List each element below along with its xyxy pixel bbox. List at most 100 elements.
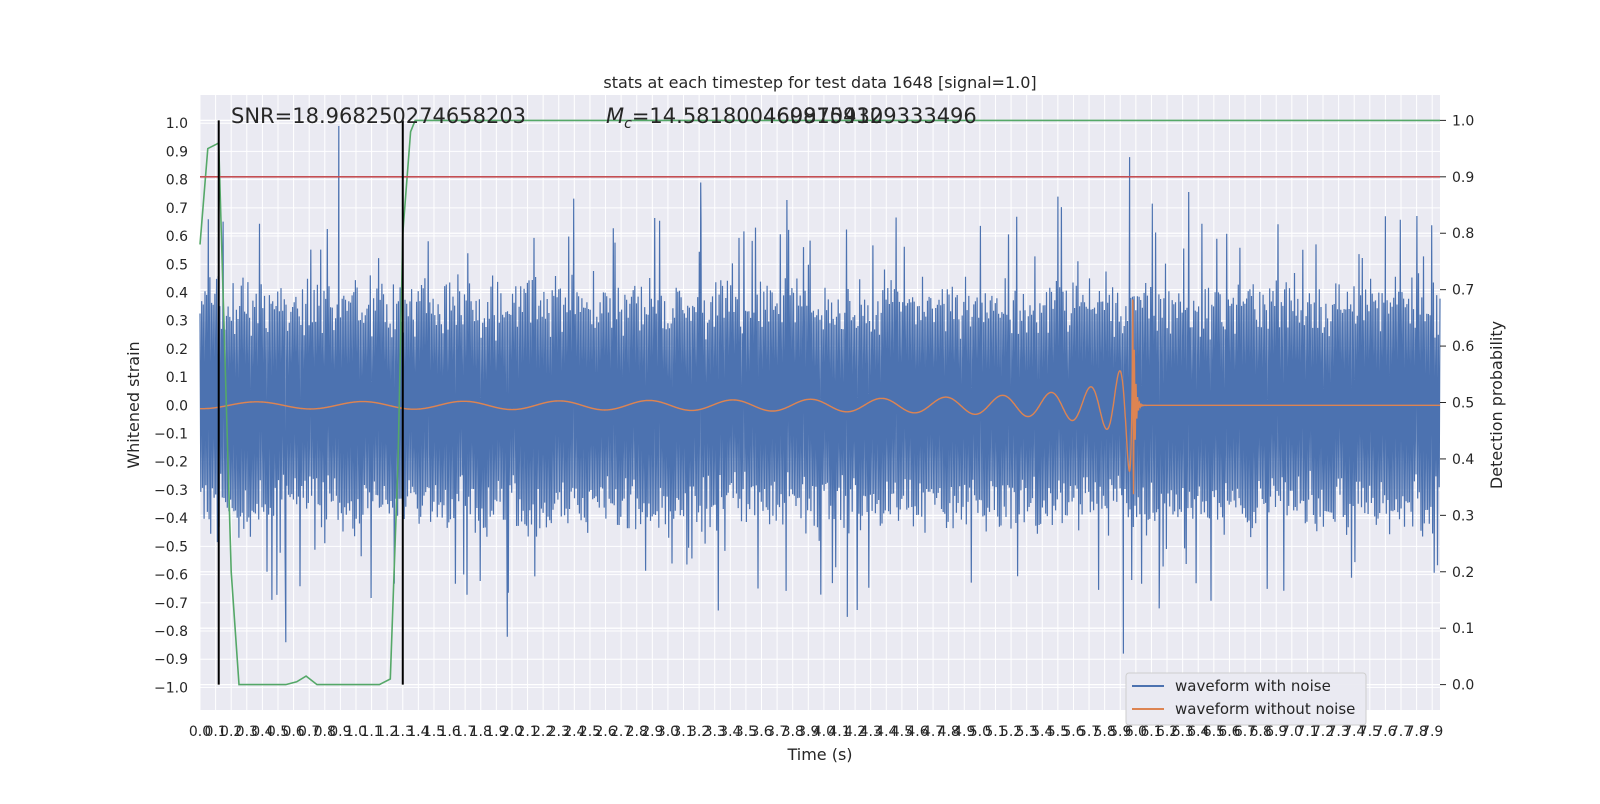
- legend-box: [1125, 672, 1367, 726]
- y-left-tick-label: 0.4: [166, 285, 188, 301]
- x-tick-label: 3.5: [735, 724, 757, 740]
- x-tick-label: 6.2: [1156, 724, 1178, 740]
- x-tick-label: 1.0: [345, 724, 367, 740]
- x-tick-label: 4.8: [938, 724, 960, 740]
- x-tick-label: 5.5: [1047, 724, 1069, 740]
- y-left-tick-label: 0.9: [166, 144, 188, 160]
- y-left-tick-label: 0.3: [166, 314, 188, 330]
- x-tick-label: 1.2: [376, 724, 398, 740]
- x-tick-label: 7.8: [1405, 724, 1427, 740]
- x-tick-label: 6.8: [1249, 724, 1271, 740]
- series-detection-probability: [199, 119, 1440, 686]
- y-left-tick-label: −0.2: [154, 455, 188, 471]
- x-tick-label: 2.5: [579, 724, 601, 740]
- x-tick-label: 6.9: [1265, 724, 1287, 740]
- x-tick-label: 3.4: [719, 724, 741, 740]
- x-tick-label: 3.1: [672, 724, 694, 740]
- x-tick-label: 3.0: [657, 724, 679, 740]
- x-tick-label: 3.8: [782, 724, 804, 740]
- x-tick-label: 5.3: [1016, 724, 1038, 740]
- y-right-tick-label: 0.5: [1452, 396, 1474, 412]
- x-tick-label: 5.6: [1062, 724, 1084, 740]
- y-left-tick-label: 0.0: [166, 398, 188, 414]
- x-tick-label: 4.1: [828, 724, 850, 740]
- x-tick-label: 0.4: [251, 724, 273, 740]
- y-left-tick-label: 0.1: [166, 370, 188, 386]
- x-axis-label: Time (s): [786, 745, 852, 764]
- x-tick-label: 4.0: [813, 724, 835, 740]
- mc-annotation: Mc=14.581800460815430: [606, 104, 883, 132]
- x-tick-label: 1.6: [438, 724, 460, 740]
- x-tick-label: 2.1: [516, 724, 538, 740]
- x-tick-label: 0.9: [329, 724, 351, 740]
- y-right-tick-label: 0.7: [1452, 283, 1474, 299]
- x-tick-label: 7.0: [1281, 724, 1303, 740]
- x-tick-label: 3.7: [766, 724, 788, 740]
- x-tick-label: 4.4: [875, 724, 897, 740]
- x-tick-label: 4.3: [860, 724, 882, 740]
- line-waveform-without-noise: [200, 299, 1440, 495]
- x-axis-ticks: 0.00.10.20.30.40.50.60.70.80.91.01.11.21…: [189, 724, 1443, 740]
- chart-title: stats at each timestep for test data 164…: [603, 73, 1036, 92]
- y-left-tick-label: −0.9: [154, 652, 188, 668]
- mc-subscript: c: [624, 116, 632, 132]
- x-tick-label: 5.8: [1094, 724, 1116, 740]
- x-tick-label: 0.7: [298, 724, 320, 740]
- x-tick-label: 5.4: [1031, 724, 1053, 740]
- x-tick-label: 7.6: [1374, 724, 1396, 740]
- y-right-tick-label: 0.4: [1452, 452, 1474, 468]
- x-tick-label: 6.3: [1172, 724, 1194, 740]
- x-tick-label: 7.2: [1312, 724, 1334, 740]
- x-tick-label: 3.3: [704, 724, 726, 740]
- snr-annotation: SNR=18.968250274658203: [231, 104, 526, 128]
- x-tick-label: 3.9: [797, 724, 819, 740]
- y-left-tick-label: 0.8: [166, 173, 188, 189]
- x-tick-label: 3.6: [750, 724, 772, 740]
- x-tick-label: 2.4: [563, 724, 585, 740]
- y-left-tick-label: −0.7: [154, 596, 188, 612]
- x-tick-label: 2.8: [626, 724, 648, 740]
- vertical-markers: [217, 120, 404, 685]
- x-tick-label: 4.2: [844, 724, 866, 740]
- x-tick-label: 5.1: [984, 724, 1006, 740]
- y-left-tick-label: −0.5: [154, 539, 188, 555]
- x-tick-label: 6.5: [1203, 724, 1225, 740]
- x-tick-label: 2.3: [548, 724, 570, 740]
- mc-overlap-annotation: 4699709129333496: [763, 104, 977, 128]
- y-right-tick-label: 1.0: [1452, 113, 1474, 129]
- x-tick-label: 5.2: [1000, 724, 1022, 740]
- x-tick-label: 3.2: [688, 724, 710, 740]
- x-tick-label: 0.8: [314, 724, 336, 740]
- x-tick-label: 4.5: [891, 724, 913, 740]
- y-right-tick-label: 0.8: [1452, 226, 1474, 242]
- x-tick-label: 4.6: [906, 724, 928, 740]
- x-tick-label: 1.3: [392, 724, 414, 740]
- x-tick-label: 4.9: [953, 724, 975, 740]
- series-waveform-with-noise: [199, 125, 1441, 654]
- x-tick-label: 1.4: [407, 724, 429, 740]
- y-right-tick-label: 0.6: [1452, 339, 1474, 355]
- x-tick-label: 1.7: [454, 724, 476, 740]
- line-waveform-with-noise: [199, 125, 1441, 654]
- x-tick-label: 7.3: [1327, 724, 1349, 740]
- x-tick-label: 7.5: [1359, 724, 1381, 740]
- mc-symbol: M: [606, 104, 624, 128]
- y-left-tick-label: −0.3: [154, 483, 188, 499]
- x-tick-label: 0.6: [282, 724, 304, 740]
- x-tick-label: 6.0: [1125, 724, 1147, 740]
- y-left-tick-label: −0.8: [154, 624, 188, 640]
- y-left-tick-label: 0.7: [166, 201, 188, 217]
- y-left-tick-label: −0.6: [154, 568, 188, 584]
- x-tick-label: 1.9: [485, 724, 507, 740]
- legend-label-without-noise: waveform without noise: [1175, 700, 1355, 718]
- y-left-tick-label: 0.5: [166, 257, 188, 273]
- y-axis-right-label: Detection probability: [1487, 321, 1506, 489]
- y-left-tick-label: 0.6: [166, 229, 188, 245]
- series-waveform-without-noise: [200, 299, 1440, 495]
- x-tick-label: 6.4: [1187, 724, 1209, 740]
- x-tick-label: 6.6: [1218, 724, 1240, 740]
- line-detection-probability: [199, 119, 1440, 686]
- x-tick-label: 2.2: [532, 724, 554, 740]
- y-left-tick-label: −1.0: [154, 680, 188, 696]
